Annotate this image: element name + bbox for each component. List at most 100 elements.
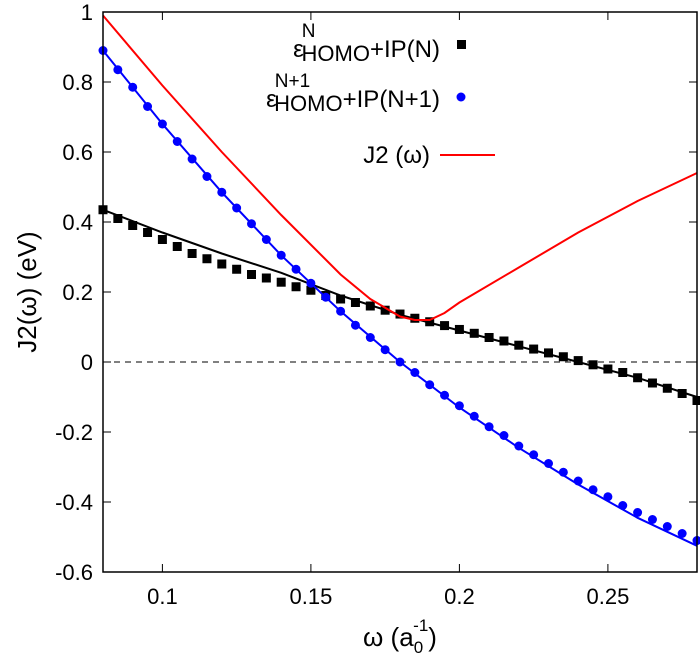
data-point-circle bbox=[217, 187, 227, 197]
data-point-square bbox=[128, 221, 138, 230]
legend-label-1: εN+1 HOMO+IP(N+1) bbox=[266, 71, 440, 116]
y-tick-label: 0.2 bbox=[62, 280, 93, 305]
legend: εN HOMO+IP(N) εN+1 HOMO+IP(N+1) J2 (ω) bbox=[266, 21, 495, 169]
data-point-square bbox=[217, 259, 227, 269]
data-point-circle bbox=[128, 82, 138, 92]
data-point-circle bbox=[187, 154, 197, 164]
data-point-square bbox=[499, 336, 509, 346]
data-point-circle bbox=[647, 515, 657, 524]
axis-ticks: 0.1 0.15 0.2 0.25 -0.6 -0.4 -0.2 0 0.2 0.4 0.6 0.8 1 bbox=[55, 0, 697, 609]
data-point-square bbox=[558, 352, 568, 362]
y-tick-label: 0.6 bbox=[62, 140, 93, 165]
data-point-square bbox=[187, 249, 197, 258]
data-point-square bbox=[143, 228, 153, 237]
x-tick-label: 0.1 bbox=[147, 584, 178, 609]
data-point-square bbox=[469, 328, 479, 338]
data-point-circle bbox=[143, 102, 153, 111]
data-point-circle bbox=[514, 441, 524, 451]
series-line-2 bbox=[102, 14, 698, 321]
data-point-square bbox=[113, 214, 123, 223]
data-point-square bbox=[425, 317, 435, 327]
data-point-square bbox=[350, 298, 360, 307]
data-point-circle bbox=[306, 278, 316, 288]
data-point-circle bbox=[529, 450, 539, 460]
plot-marks bbox=[98, 14, 700, 547]
data-point-square bbox=[365, 301, 375, 311]
data-point-circle bbox=[380, 345, 390, 355]
data-point-circle bbox=[588, 485, 598, 495]
y-tick-label: -0.2 bbox=[55, 420, 93, 445]
data-point-circle bbox=[291, 264, 301, 274]
data-point-square bbox=[662, 383, 672, 393]
y-axis-label: J2(ω) (eV) bbox=[12, 231, 42, 352]
y-tick-label: 0.8 bbox=[62, 70, 93, 95]
data-point-square bbox=[395, 309, 405, 319]
legend-label-0: εN HOMO+IP(N) bbox=[293, 21, 440, 66]
data-point-circle bbox=[172, 137, 182, 146]
data-point-square bbox=[276, 277, 286, 287]
x-axis-label-close: ) bbox=[428, 622, 437, 652]
data-point-square bbox=[336, 294, 346, 304]
fit-line-1 bbox=[102, 49, 698, 547]
data-point-circle bbox=[677, 529, 687, 538]
y-tick-label: 0.4 bbox=[62, 210, 93, 235]
data-point-square bbox=[306, 285, 316, 295]
data-point-square bbox=[647, 378, 657, 388]
data-point-square bbox=[677, 389, 687, 398]
data-point-circle bbox=[573, 476, 583, 486]
data-point-circle bbox=[454, 401, 464, 411]
y-tick-label: 1 bbox=[81, 0, 93, 25]
data-point-square bbox=[529, 344, 539, 354]
x-axis-label: ω (a0 -1) bbox=[363, 616, 437, 657]
data-point-circle bbox=[157, 119, 167, 129]
data-point-circle bbox=[202, 172, 212, 181]
data-point-square bbox=[618, 368, 628, 377]
data-point-circle bbox=[336, 306, 346, 316]
data-point-square bbox=[247, 270, 256, 279]
data-point-circle bbox=[350, 320, 360, 330]
data-point-square bbox=[440, 321, 450, 331]
x-axis-label-sup: -1 bbox=[413, 616, 428, 635]
legend-label-2: J2 (ω) bbox=[363, 142, 430, 169]
data-point-circle bbox=[603, 492, 613, 502]
data-point-circle bbox=[261, 235, 271, 244]
data-point-circle bbox=[469, 411, 479, 421]
x-tick-label: 0.15 bbox=[289, 584, 332, 609]
x-axis-label-sub: 0 bbox=[414, 638, 423, 657]
data-point-circle bbox=[321, 292, 331, 302]
x-tick-label: 0.25 bbox=[586, 584, 629, 609]
data-point-square bbox=[588, 360, 598, 370]
data-point-circle bbox=[425, 380, 435, 390]
data-point-square bbox=[454, 324, 464, 334]
data-point-square bbox=[232, 264, 242, 274]
data-point-circle bbox=[365, 333, 375, 342]
data-point-circle bbox=[544, 459, 553, 468]
data-point-circle bbox=[410, 368, 420, 377]
legend-marker-circle bbox=[456, 92, 466, 102]
data-point-square bbox=[202, 254, 212, 264]
data-point-square bbox=[157, 235, 167, 244]
data-point-square bbox=[484, 333, 494, 342]
data-point-square bbox=[544, 348, 553, 358]
data-point-square bbox=[410, 313, 420, 323]
data-point-circle bbox=[395, 357, 405, 367]
data-point-square bbox=[573, 356, 583, 366]
data-point-square bbox=[380, 305, 390, 315]
data-point-circle bbox=[113, 65, 123, 75]
data-point-square bbox=[291, 282, 301, 292]
data-point-square bbox=[514, 340, 524, 350]
data-point-square bbox=[172, 242, 182, 251]
data-point-circle bbox=[662, 522, 672, 531]
x-tick-label: 0.2 bbox=[444, 584, 475, 609]
data-point-square bbox=[603, 364, 613, 374]
y-tick-label: -0.4 bbox=[55, 490, 93, 515]
y-tick-label: -0.6 bbox=[55, 560, 93, 585]
data-point-circle bbox=[484, 422, 494, 432]
data-point-circle bbox=[558, 467, 568, 477]
x-axis-label-main: ω (a bbox=[363, 622, 414, 652]
data-point-circle bbox=[633, 508, 643, 517]
y-tick-label: 0 bbox=[81, 350, 93, 375]
data-point-square bbox=[261, 273, 271, 283]
data-point-circle bbox=[276, 250, 286, 260]
